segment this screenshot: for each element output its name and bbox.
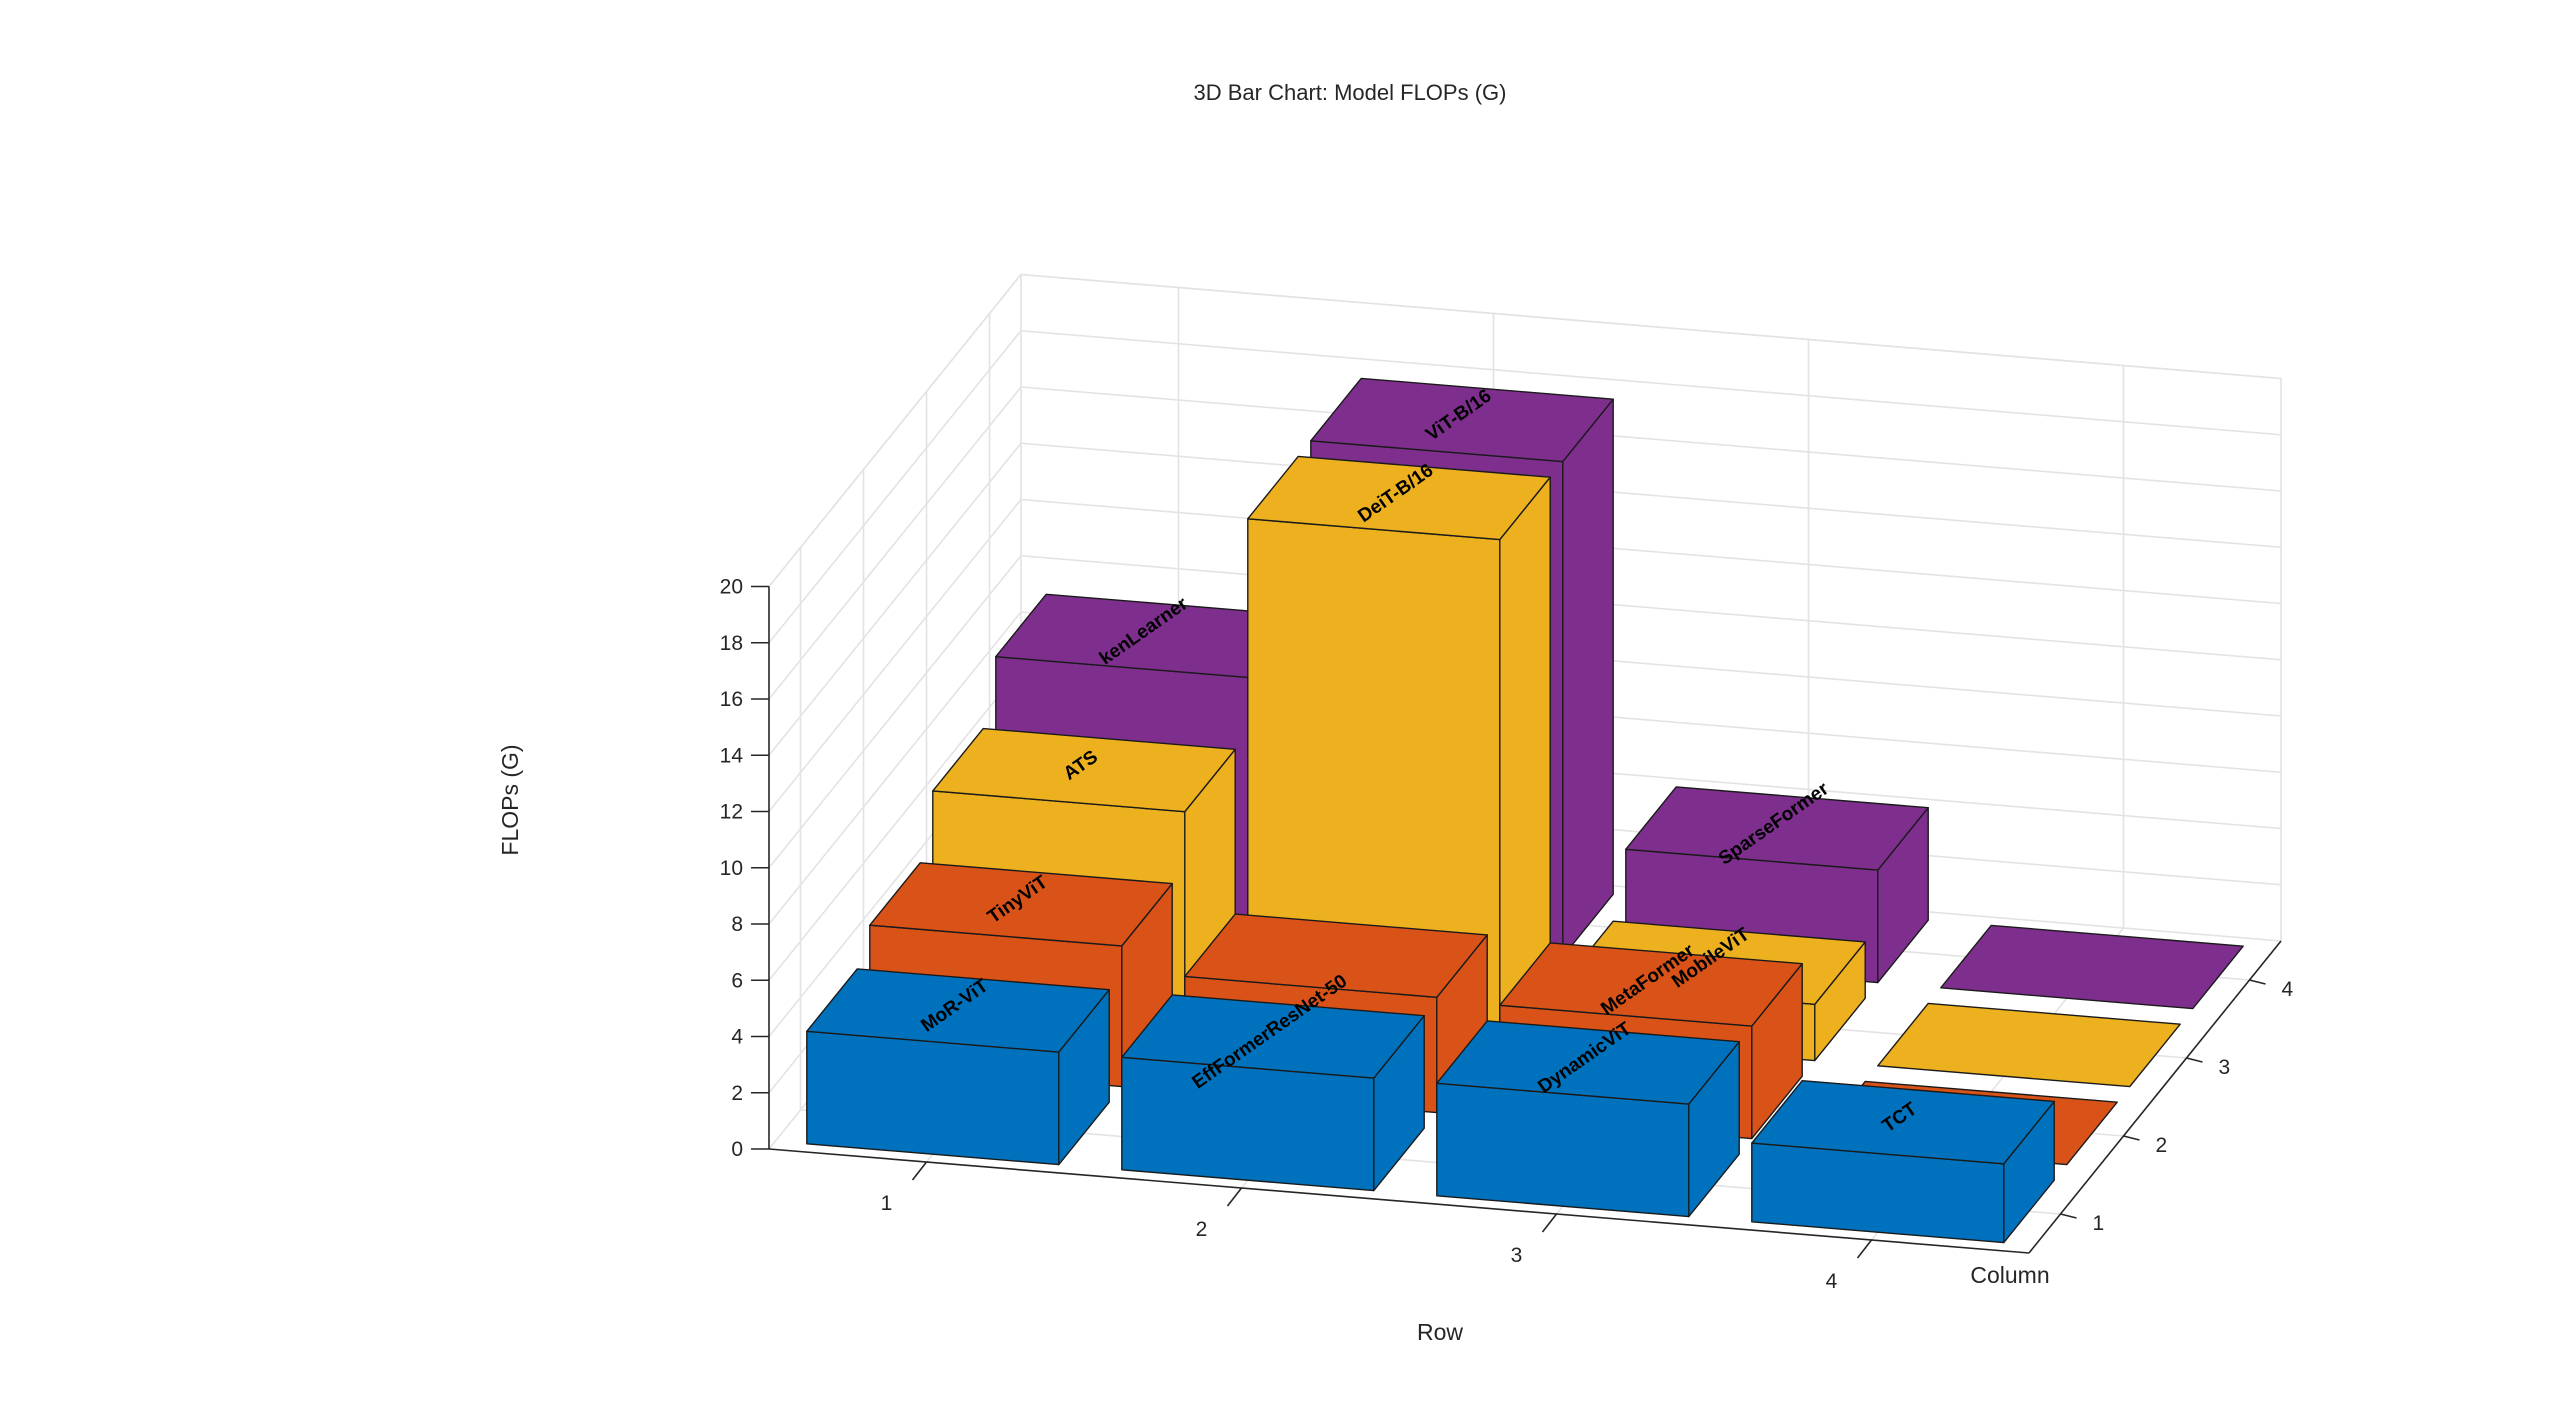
z-tick-label: 6 [731, 969, 743, 992]
bar-top-face [1625, 786, 1929, 871]
z-tick-label: 20 [720, 576, 743, 599]
y-tick [2186, 1057, 2203, 1063]
bar-top-face [1751, 1079, 2055, 1165]
z-tick-label: 2 [731, 1082, 743, 1105]
grid-line [768, 273, 1022, 588]
grid-line [768, 330, 1022, 644]
x-tick [1226, 1187, 1243, 1207]
x-tick [911, 1161, 928, 1181]
y-tick-label: 4 [2282, 978, 2294, 1001]
bar-top-face [1247, 455, 1551, 541]
grid-line [1020, 498, 2282, 605]
grid-line [768, 386, 1022, 700]
z-tick-label: 4 [731, 1026, 743, 1049]
bar-top-face [1121, 994, 1425, 1079]
bar-top-face [806, 968, 1110, 1053]
grid-line [1020, 386, 2282, 492]
y-tick [2123, 1135, 2140, 1141]
bar-r2-c1 [1121, 994, 1425, 1192]
bar-r4-c1 [1751, 1079, 2055, 1244]
x-tick [1856, 1239, 1873, 1259]
grid-line [1020, 442, 2282, 549]
z-tick-label: 10 [720, 857, 743, 880]
bar-side-face [1562, 398, 1614, 958]
bar-r2-c3 [1247, 455, 1551, 1036]
bar-front-face [1436, 1082, 1690, 1218]
bar-side-face [1499, 476, 1551, 1036]
z-tick-label: 14 [720, 744, 744, 767]
bar-front-face [806, 1030, 1060, 1166]
grid-line [768, 555, 1022, 869]
y-tick [2060, 1213, 2077, 1219]
x-axis-title: Row [1417, 1319, 1463, 1345]
x-tick [1541, 1213, 1558, 1233]
chart-title: 3D Bar Chart: Model FLOPs (G) [1194, 80, 1507, 105]
bar-layer [806, 377, 2244, 1244]
y-axis-line [2028, 940, 2282, 1254]
grid-line [1020, 273, 2282, 380]
x-tick-label: 1 [881, 1192, 893, 1215]
x-tick-label: 3 [1511, 1244, 1523, 1267]
grid-line [768, 498, 1022, 813]
bar-top-face [932, 727, 1236, 813]
x-axis-line [768, 1148, 2030, 1254]
bar-front-face [1121, 1056, 1375, 1192]
bar-r1-c1 [806, 968, 1110, 1166]
bar-top-face [1940, 924, 2244, 1010]
bar-r3-c1 [1436, 1020, 1740, 1218]
z-tick-label: 8 [731, 913, 743, 936]
bar-top-face [1499, 942, 1803, 1027]
y-axis-title: Column [1970, 1262, 2049, 1288]
bar-top-face [1184, 913, 1488, 998]
grid-line [1020, 329, 2282, 436]
z-tick-label: 0 [731, 1138, 743, 1161]
y-tick-label: 3 [2219, 1056, 2231, 1079]
z-tick-label: 18 [720, 632, 743, 655]
z-tick-label: 12 [720, 801, 743, 824]
x-tick-label: 2 [1196, 1218, 1208, 1241]
z-axis-title: FLOPs (G) [497, 744, 523, 855]
bar-r4-c4 [1940, 924, 2244, 1010]
grid-line [768, 611, 1022, 925]
grid-line [768, 442, 1022, 756]
bar-top-face [1310, 377, 1614, 463]
bar-top-face [869, 862, 1173, 947]
x-tick-label: 4 [1826, 1270, 1838, 1293]
bar-r4-c3 [1877, 1002, 2181, 1088]
z-tick-label: 16 [720, 688, 743, 711]
bar-top-face [1877, 1002, 2181, 1088]
y-tick-label: 2 [2156, 1134, 2168, 1157]
grid-line [1020, 554, 2282, 661]
y-tick-label: 1 [2093, 1212, 2105, 1235]
grid-line [768, 667, 1022, 981]
y-tick [2249, 979, 2266, 985]
bar-top-face [1436, 1020, 1740, 1105]
